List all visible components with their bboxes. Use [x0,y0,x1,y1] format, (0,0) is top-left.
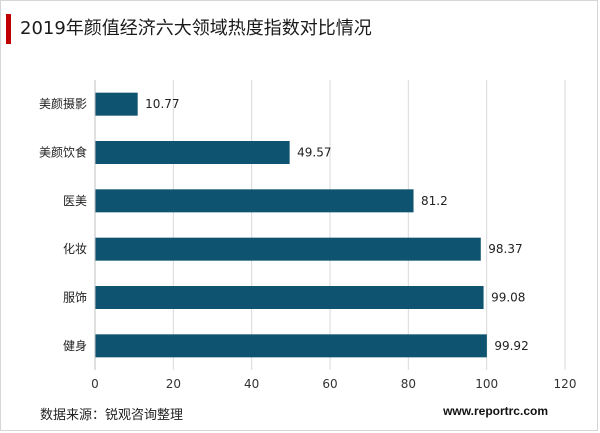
x-tick-label: 120 [554,377,577,391]
category-label: 美颜饮食 [39,145,87,160]
bar [95,334,487,358]
website-url[interactable]: www.reportrc.com [443,404,548,418]
data-label: 98.37 [488,242,522,256]
bar [95,189,414,213]
data-label: 10.77 [145,97,179,111]
chart-title: 2019年颜值经济六大领域热度指数对比情况 [20,18,372,39]
category-label: 医美 [63,194,87,208]
bar [95,141,290,164]
bar [95,92,138,116]
data-source: 数据来源：锐观咨询整理 [40,408,184,423]
category-label: 化妆 [63,242,87,256]
category-label: 美颜摄影 [39,96,87,111]
category-label: 健身 [63,338,87,353]
x-tick-label: 100 [475,377,498,391]
x-tick-label: 60 [322,377,337,391]
bar [95,286,484,309]
category-label: 服饰 [63,291,87,305]
x-tick-label: 20 [166,377,181,391]
data-label: 99.08 [491,291,525,305]
data-label: 49.57 [297,146,331,160]
x-tick-label: 0 [91,377,99,391]
data-label: 81.2 [421,194,448,208]
title-accent-bar [6,14,11,44]
bar [95,237,481,261]
x-tick-label: 40 [244,377,259,391]
x-tick-label: 80 [401,377,416,391]
data-label: 99.92 [494,339,528,353]
